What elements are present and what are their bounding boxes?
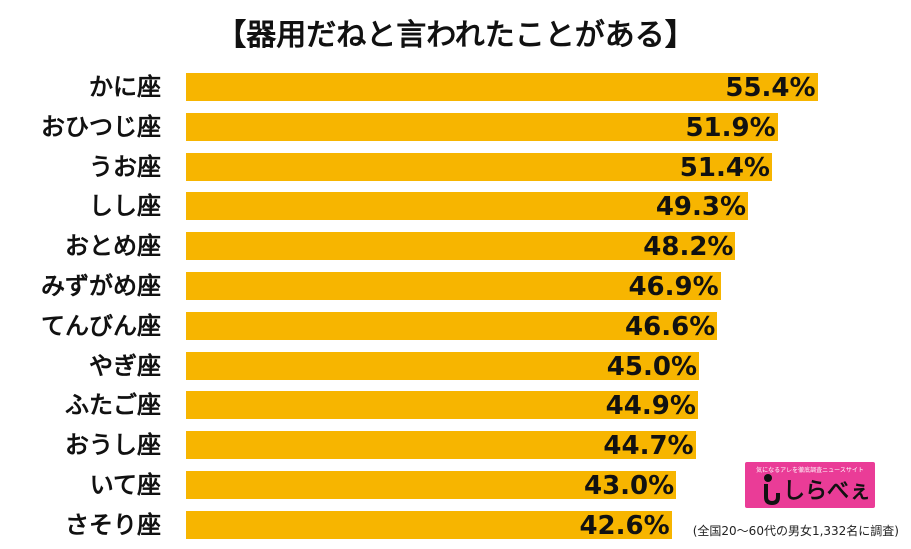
value-label: 48.2%	[643, 232, 734, 263]
value-label: 44.9%	[605, 391, 696, 422]
value-label: 51.9%	[685, 112, 776, 143]
value-label: 55.4%	[725, 73, 816, 103]
category-label: ふたご座	[65, 391, 161, 420]
logo-tagline: 気になるアレを徹底調査ニュースサイト	[756, 467, 864, 474]
shirabee-logo: 気になるアレを徹底調査ニュースサイト しらべぇ	[745, 462, 875, 508]
category-label: いて座	[89, 471, 161, 499]
bar	[186, 510, 672, 539]
value-label: 46.9%	[628, 272, 719, 302]
bar	[186, 391, 698, 420]
bar	[186, 232, 736, 261]
chart-title: 【器用だねと言われたことがある】	[216, 18, 695, 53]
category-label: みずがめ座	[41, 272, 161, 300]
magnifier-icon	[764, 474, 780, 505]
bar	[186, 112, 778, 141]
bar	[186, 311, 718, 340]
bar	[186, 431, 696, 460]
logo-text: しらべぇ	[783, 479, 872, 504]
category-label: さそり座	[65, 510, 161, 539]
bar	[186, 471, 677, 499]
value-label: 45.0%	[606, 351, 697, 382]
category-label: しし座	[89, 192, 161, 221]
bar	[186, 351, 699, 380]
value-label: 44.7%	[603, 431, 694, 462]
value-label: 42.6%	[579, 510, 670, 541]
category-label: かに座	[89, 73, 161, 101]
category-label: おうし座	[65, 431, 161, 460]
value-label: 46.6%	[625, 311, 716, 342]
survey-footnote: (全国20〜60代の男女1,332名に調査)	[692, 524, 899, 538]
category-label: おひつじ座	[41, 112, 161, 141]
value-label: 51.4%	[679, 152, 770, 183]
value-label: 49.3%	[655, 192, 747, 223]
value-label: 43.0%	[584, 471, 675, 501]
category-label: やぎ座	[89, 351, 161, 380]
category-label: てんびん座	[41, 311, 161, 340]
category-label: おとめ座	[65, 232, 161, 261]
bar	[186, 73, 818, 101]
bar	[186, 272, 721, 300]
category-label: うお座	[89, 152, 161, 181]
bar	[186, 192, 749, 221]
bar	[186, 152, 772, 181]
